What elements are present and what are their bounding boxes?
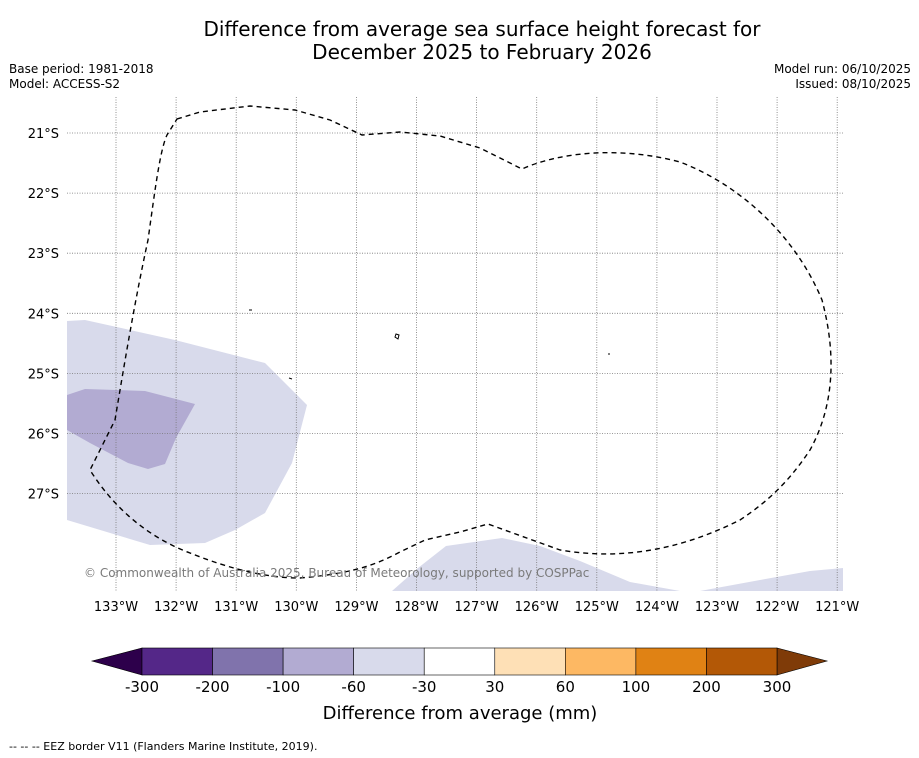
colorbar-tick-label: -200 (196, 678, 230, 696)
lat-label: 21°S (28, 127, 59, 142)
lon-label: 122°W (755, 600, 799, 615)
lon-label: 131°W (214, 600, 258, 615)
colorbar-tick-label: -100 (266, 678, 300, 696)
lon-label: 125°W (575, 600, 619, 615)
island-small-2 (288, 377, 293, 380)
gridlines (67, 97, 843, 591)
lat-label: 23°S (28, 247, 59, 262)
lon-label: 130°W (274, 600, 318, 615)
colorbar-labels: -300 -200 -100 -60 -30 30 60 100 200 300 (125, 678, 791, 696)
lon-label: 128°W (394, 600, 438, 615)
colorbar-tick-label: 100 (622, 678, 651, 696)
colorbar-box (353, 647, 425, 676)
issued-date: Issued: 08/10/2025 (795, 77, 911, 91)
lon-label: 133°W (94, 600, 138, 615)
lon-label: 129°W (334, 600, 378, 615)
lon-label: 126°W (515, 600, 559, 615)
colorbar-box (706, 647, 778, 676)
lon-label: 127°W (455, 600, 499, 615)
lat-label: 27°S (28, 488, 59, 503)
colorbar-box (282, 647, 354, 676)
meta-right: Model run: 06/10/2025 Issued: 08/10/2025 (774, 62, 911, 92)
colorbar-under-arrow (90, 647, 143, 676)
longitude-ticks: 133°W 132°W 131°W 130°W 129°W 128°W 127°W 126°W… (94, 600, 860, 615)
title-line-2: December 2025 to February 2026 (312, 40, 652, 64)
colorbar-box (423, 647, 496, 676)
colorbar: -300 -200 -100 -60 -30 30 60 100 200 300 Differen… (90, 647, 829, 724)
lon-label: 123°W (695, 600, 739, 615)
colorbar-box (494, 647, 566, 676)
lat-label: 25°S (28, 367, 59, 382)
lon-label: 121°W (815, 600, 859, 615)
model-run: Model run: 06/10/2025 (773, 62, 911, 76)
lon-label: 124°W (635, 600, 679, 615)
colorbar-tick-label: -60 (341, 678, 366, 696)
lat-label: 26°S (28, 428, 59, 443)
colorbar-box (635, 647, 707, 676)
eez-legend-note: -- -- -- EEZ border V11 (Flanders Marine… (9, 740, 318, 753)
latitude-ticks: 21°S 22°S 23°S 24°S 25°S 26°S 27°S (28, 127, 59, 503)
lat-label: 22°S (28, 187, 59, 202)
colorbar-box (141, 647, 213, 676)
colorbar-box (565, 647, 637, 676)
colorbar-boxes (141, 647, 778, 676)
colorbar-tick-label: -300 (125, 678, 159, 696)
colorbar-tick-label: -30 (412, 678, 437, 696)
colorbar-box (212, 647, 284, 676)
base-period: Base period: 1981-2018 (9, 62, 154, 76)
map-panel (67, 97, 843, 591)
meta-left: Base period: 1981-2018 Model: ACCESS-S2 (9, 62, 154, 92)
anomaly-shading-southeast-light (700, 568, 843, 591)
anomaly-shading-south-light (392, 538, 680, 591)
lon-label: 132°W (154, 600, 198, 615)
map-title: Difference from average sea surface heig… (0, 18, 919, 64)
title-line-1: Difference from average sea surface heig… (203, 17, 761, 41)
eez-border (89, 105, 832, 579)
island-atoll (394, 333, 400, 340)
colorbar-tick-label: 200 (692, 678, 721, 696)
anomaly-shading-west-medium (67, 389, 195, 469)
anomaly-shading-west-light (67, 320, 307, 545)
model-name: Model: ACCESS-S2 (9, 77, 121, 91)
colorbar-tick-label: 300 (763, 678, 792, 696)
colorbar-title: Difference from average (mm) (323, 703, 598, 724)
lat-label: 24°S (28, 307, 59, 322)
colorbar-over-arrow (776, 647, 829, 676)
copyright-text: © Commonwealth of Australia 2025, Bureau… (84, 566, 589, 580)
map-figure: 21°S22°S23°S24°S25°S26°S27°S 133°W 132°W 1… (28, 97, 860, 724)
colorbar-tick-label: 30 (485, 678, 504, 696)
colorbar-tick-label: 60 (556, 678, 575, 696)
